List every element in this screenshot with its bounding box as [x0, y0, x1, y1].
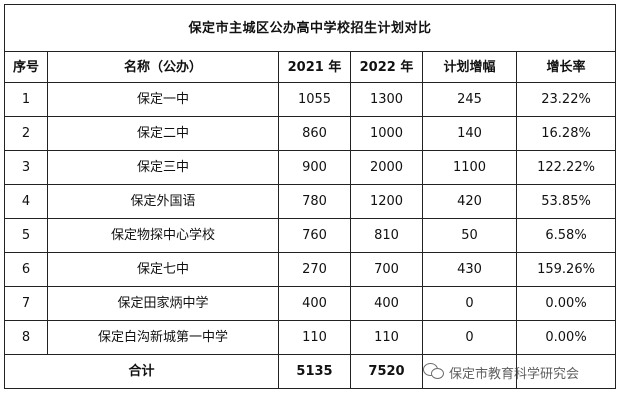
title-row: 保定市主城区公办高中学校招生计划对比: [3, 4, 617, 52]
cell-name: 保定外国语: [47, 184, 279, 219]
cell-increase: 430: [422, 252, 517, 287]
total-2021: 5135: [278, 354, 351, 389]
cell-name: 保定物探中心学校: [47, 218, 279, 253]
cell-2022: 2000: [350, 150, 423, 185]
cell-2021: 110: [278, 320, 351, 355]
cell-2022: 1300: [350, 82, 423, 117]
cell-name: 保定三中: [47, 150, 279, 185]
cell-2021: 860: [278, 116, 351, 151]
cell-2021: 400: [278, 286, 351, 321]
cell-2022: 400: [350, 286, 423, 321]
cell-2022: 110: [350, 320, 423, 355]
cell-index: 4: [4, 184, 48, 219]
enrollment-table: 保定市主城区公办高中学校招生计划对比 序号 名称（公办） 2021 年 2022…: [3, 4, 617, 389]
cell-index: 2: [4, 116, 48, 151]
header-name: 名称（公办）: [47, 51, 279, 83]
header-row: 序号 名称（公办） 2021 年 2022 年 计划增幅 增长率: [4, 51, 617, 83]
table-title: 保定市主城区公办高中学校招生计划对比: [3, 4, 617, 52]
table-row: 5 保定物探中心学校 760 810 50 6.58%: [4, 218, 617, 253]
cell-name: 保定一中: [47, 82, 279, 117]
cell-increase: 245: [422, 82, 517, 117]
cell-index: 3: [4, 150, 48, 185]
cell-name: 保定田家炳中学: [47, 286, 279, 321]
cell-increase: 140: [422, 116, 517, 151]
table-row: 1 保定一中 1055 1300 245 23.22%: [4, 82, 617, 117]
cell-index: 8: [4, 320, 48, 355]
cell-2022: 700: [350, 252, 423, 287]
table-row: 7 保定田家炳中学 400 400 0 0.00%: [4, 286, 617, 321]
cell-name: 保定七中: [47, 252, 279, 287]
table-row: 6 保定七中 270 700 430 159.26%: [4, 252, 617, 287]
cell-2021: 1055: [278, 82, 351, 117]
cell-rate: 0.00%: [515, 320, 617, 355]
cell-rate: 23.22%: [515, 82, 617, 117]
cell-2021: 780: [278, 184, 351, 219]
total-rate: [515, 354, 617, 389]
cell-name: 保定二中: [47, 116, 279, 151]
cell-rate: 6.58%: [515, 218, 617, 253]
cell-2021: 760: [278, 218, 351, 253]
cell-rate: 122.22%: [515, 150, 617, 185]
table-row: 4 保定外国语 780 1200 420 53.85%: [4, 184, 617, 219]
total-row: 合计 5135 7520: [4, 354, 617, 389]
cell-index: 6: [4, 252, 48, 287]
table-row: 3 保定三中 900 2000 1100 122.22%: [4, 150, 617, 185]
cell-2022: 810: [350, 218, 423, 253]
cell-rate: 159.26%: [515, 252, 617, 287]
cell-rate: 16.28%: [515, 116, 617, 151]
cell-2021: 270: [278, 252, 351, 287]
cell-2022: 1000: [350, 116, 423, 151]
table-row: 2 保定二中 860 1000 140 16.28%: [4, 116, 617, 151]
total-label: 合计: [4, 354, 279, 389]
cell-rate: 53.85%: [515, 184, 617, 219]
cell-index: 7: [4, 286, 48, 321]
header-2022: 2022 年: [350, 51, 423, 83]
cell-increase: 0: [422, 286, 517, 321]
cell-index: 5: [4, 218, 48, 253]
cell-increase: 420: [422, 184, 517, 219]
cell-increase: 50: [422, 218, 517, 253]
total-increase: [422, 354, 517, 389]
cell-name: 保定白沟新城第一中学: [47, 320, 279, 355]
total-2022: 7520: [350, 354, 423, 389]
header-index: 序号: [4, 51, 48, 83]
cell-increase: 0: [422, 320, 517, 355]
cell-index: 1: [4, 82, 48, 117]
cell-2021: 900: [278, 150, 351, 185]
header-2021: 2021 年: [278, 51, 351, 83]
header-increase: 计划增幅: [422, 51, 517, 83]
header-rate: 增长率: [515, 51, 617, 83]
cell-increase: 1100: [422, 150, 517, 185]
table-row: 8 保定白沟新城第一中学 110 110 0 0.00%: [4, 320, 617, 355]
spreadsheet-sheet: 保定市主城区公办高中学校招生计划对比 序号 名称（公办） 2021 年 2022…: [3, 4, 617, 394]
cell-2022: 1200: [350, 184, 423, 219]
cell-rate: 0.00%: [515, 286, 617, 321]
